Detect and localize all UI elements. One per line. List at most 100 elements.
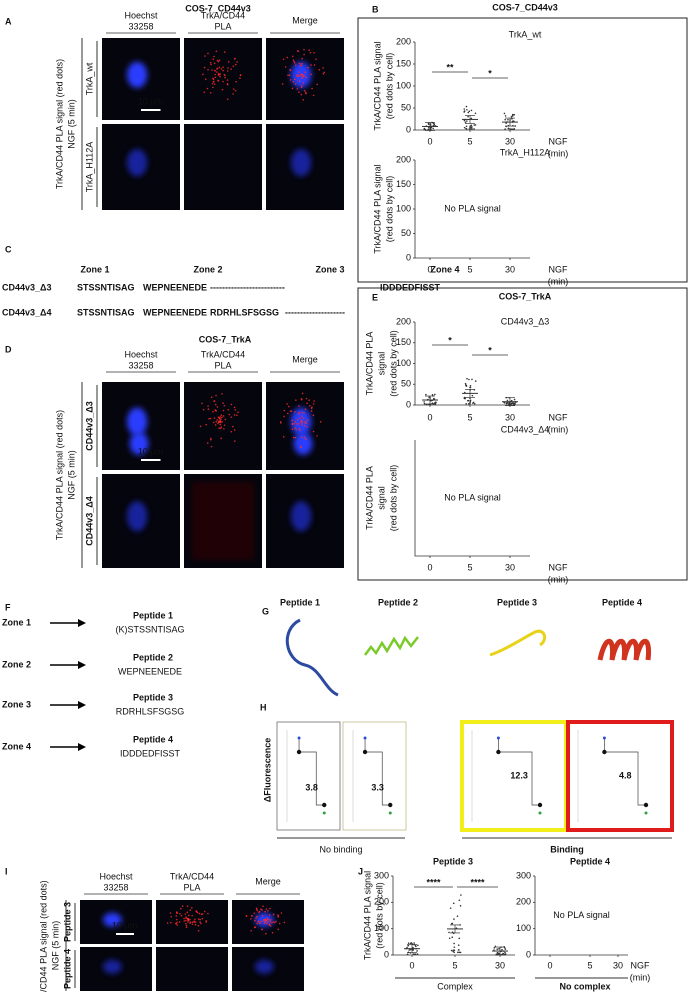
pla-dot (288, 405, 290, 408)
pla-dot (261, 909, 263, 911)
pla-dot (206, 442, 209, 444)
construct-name: CD44v3_Δ3 (2, 282, 52, 292)
plot-title: Peptide 3 (433, 856, 473, 866)
pla-dot (305, 92, 307, 95)
pla-dot (201, 402, 203, 405)
pla-dot (310, 410, 313, 412)
pla-dot (202, 408, 205, 411)
pla-dot (263, 922, 266, 925)
micrograph (184, 382, 262, 470)
y-tick-label: 50 (401, 228, 411, 238)
trace-point (537, 802, 543, 808)
pla-dot (283, 409, 286, 412)
cell-dot (458, 951, 461, 954)
y-tick-label: 150 (396, 337, 411, 347)
cell-dot (467, 399, 470, 402)
y-tick-label: 150 (396, 58, 411, 68)
pla-dot (222, 409, 225, 412)
pla-dot (200, 913, 203, 916)
pla-dot (199, 918, 201, 921)
cell-dot (471, 378, 473, 381)
cell-dot (433, 398, 436, 400)
pla-dot (210, 445, 213, 448)
pla-dot (201, 917, 204, 920)
row-label: TrkA_wt (84, 62, 94, 95)
pla-dot (209, 417, 212, 420)
pla-dot (313, 400, 315, 402)
x-tick-label: 5 (587, 960, 592, 970)
cell-dot (413, 942, 416, 944)
cell-dot (466, 120, 468, 122)
note: No PLA signal (553, 910, 610, 920)
pla-dot (227, 408, 230, 411)
cell-dot (423, 401, 425, 403)
pla-dot (217, 60, 220, 63)
pla-dot (256, 909, 259, 912)
panel-title: COS-7_TrkA (199, 334, 252, 344)
y-axis-label: (red dots by cell) (384, 53, 394, 120)
cell-dot (431, 393, 434, 396)
cell-dot (505, 122, 507, 124)
pla-dot (253, 912, 256, 914)
pla-dot (277, 915, 280, 917)
nucleus (103, 959, 122, 974)
trace-point (643, 802, 649, 808)
cell-dot (464, 121, 467, 124)
x-tick-label: 5 (467, 136, 472, 146)
pla-dot (219, 417, 221, 420)
pla-dot (234, 89, 237, 92)
pla-dot (195, 910, 197, 912)
panel-box (357, 17, 688, 283)
pla-dot (295, 428, 297, 431)
pla-dot (181, 905, 184, 907)
pla-dot (213, 400, 215, 403)
pla-dot (305, 422, 308, 425)
pla-dot (293, 60, 295, 63)
pla-dot (226, 79, 229, 81)
pla-dot (205, 423, 208, 426)
nucleus (126, 148, 148, 177)
pla-dot (223, 424, 226, 426)
pla-dot (303, 424, 306, 427)
cell-dot (471, 394, 474, 397)
pla-dot (176, 911, 178, 914)
cell-dot (502, 952, 505, 955)
cell-dot (408, 949, 410, 951)
x-tick-label: 5 (452, 960, 457, 970)
x-tick-label: 5 (467, 562, 472, 572)
cell-dot (463, 119, 466, 122)
trace-point (362, 749, 368, 755)
pla-dot (209, 61, 212, 64)
pla-dot (219, 423, 222, 426)
pla-dot (203, 66, 206, 69)
x-tick-label: 0 (547, 960, 552, 970)
cell-dot (511, 128, 514, 131)
pla-dot (185, 924, 188, 927)
pla-dot (301, 62, 303, 65)
cell-dot (463, 110, 466, 112)
column-header: PLA (214, 21, 231, 31)
group-label: Complex (437, 981, 473, 991)
cell-dot (452, 902, 455, 905)
cell-dot (465, 127, 467, 130)
pla-dot (291, 419, 293, 422)
pla-dot (222, 402, 224, 404)
pla-dot (268, 919, 270, 921)
scale-bar-label: 10 µm (138, 446, 163, 456)
pla-dot (213, 417, 216, 419)
pla-dot (301, 77, 304, 80)
cell-dot (416, 953, 419, 955)
cell-dot (460, 894, 462, 896)
pla-dot (298, 80, 301, 82)
panel-title: COS-7_CD44v3 (492, 2, 558, 12)
pla-dot (289, 79, 292, 81)
y-axis-label: (red dots by cell) (388, 330, 398, 397)
pla-dot (275, 920, 277, 923)
pla-dot (203, 91, 206, 93)
cell-dot (469, 399, 472, 402)
sequence-segment: RDRHLSFSGSG (210, 307, 279, 317)
pla-dot (312, 94, 315, 97)
pla-dot (189, 921, 192, 923)
cell-dot (507, 127, 510, 130)
pla-dot (316, 83, 319, 86)
